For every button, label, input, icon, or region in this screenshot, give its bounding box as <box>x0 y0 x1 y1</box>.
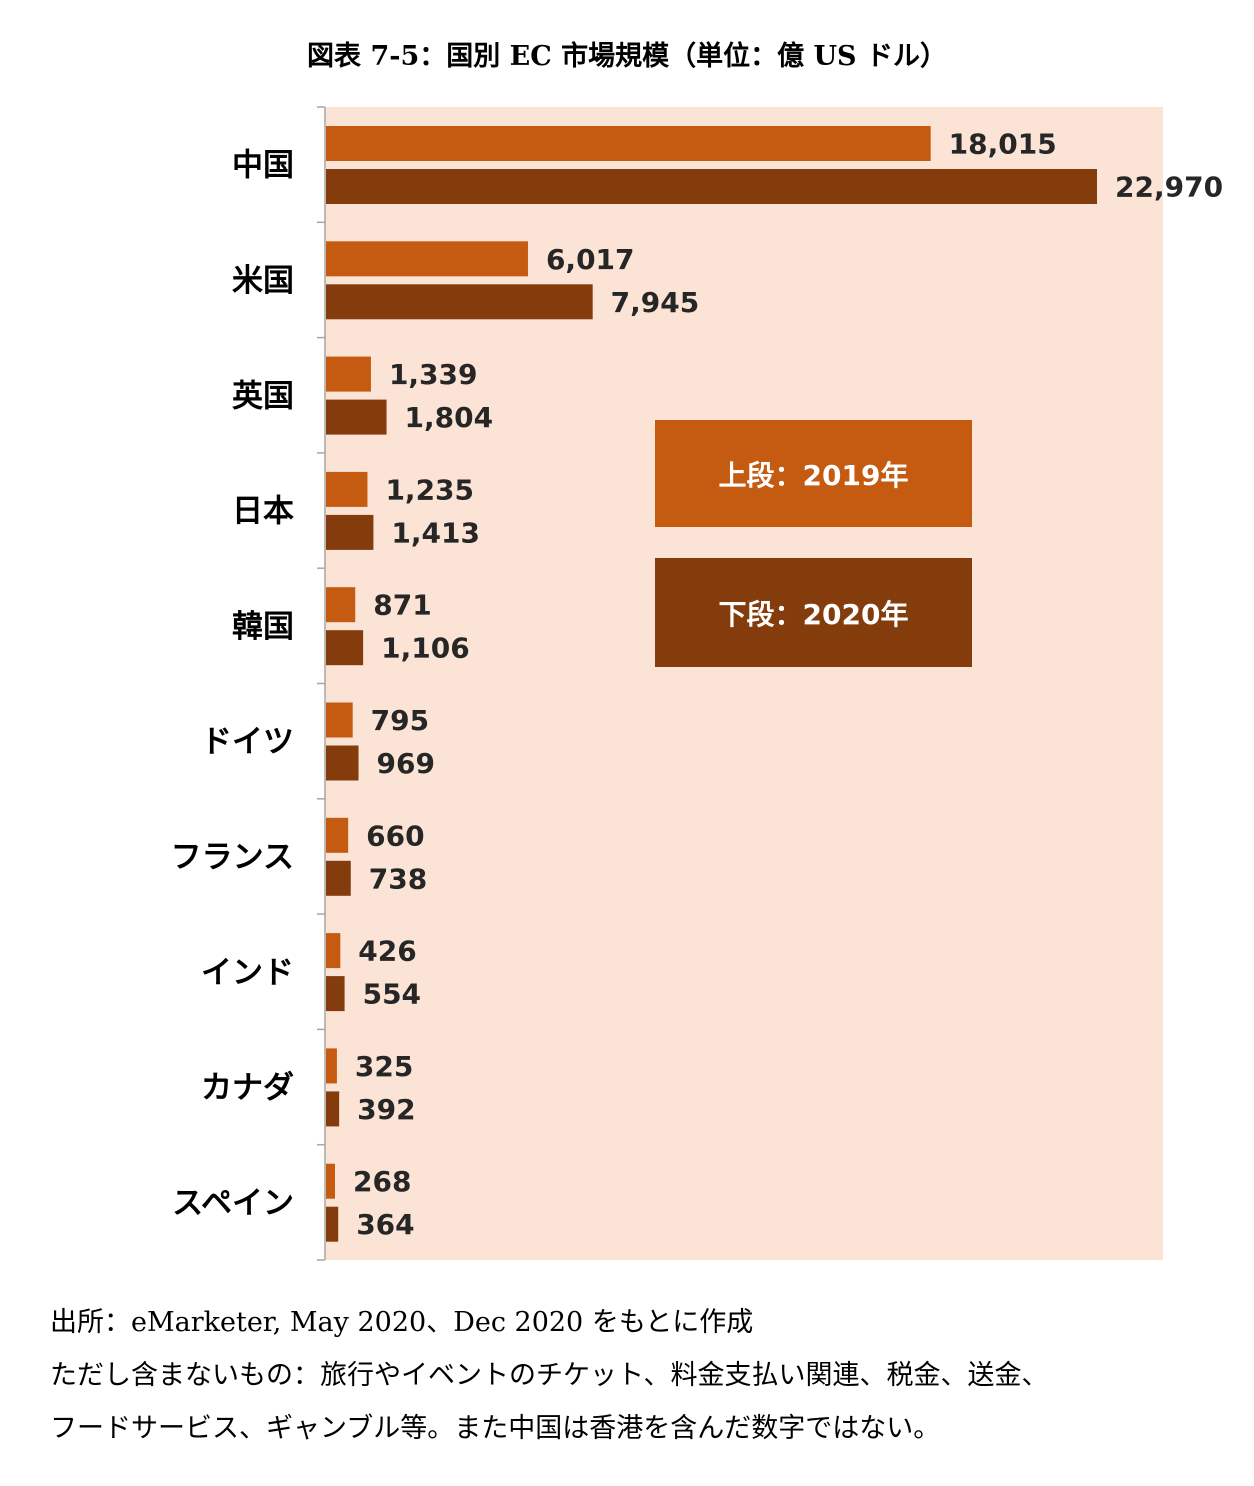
data-label-2020: 738 <box>369 862 427 895</box>
data-label-2019: 1,235 <box>385 473 474 506</box>
bar-2020 <box>326 1206 339 1242</box>
category-label: 英国 <box>232 378 294 414</box>
bar-2020 <box>326 860 351 896</box>
plot-area-background <box>325 107 1163 1260</box>
category-label: 中国 <box>232 148 294 184</box>
bar-2019 <box>326 241 528 277</box>
data-label-2020: 969 <box>377 747 435 780</box>
data-label-2019: 325 <box>355 1050 413 1083</box>
bar-2019 <box>326 1048 337 1084</box>
category-label: カナダ <box>201 1070 294 1106</box>
exclusion-note-line-1: ただし含まないもの：旅行やイベントのチケット、料金支払い関連、税金、送金、 <box>50 1360 1049 1391</box>
bar-2019 <box>326 471 368 507</box>
data-label-2019: 426 <box>358 935 416 968</box>
bar-2020 <box>326 745 359 781</box>
data-label-2020: 364 <box>356 1208 414 1241</box>
data-label-2020: 392 <box>357 1093 415 1126</box>
bar-2019 <box>326 817 349 853</box>
data-label-2020: 1,106 <box>381 632 470 665</box>
bar-2019 <box>326 1163 335 1199</box>
data-label-2019: 6,017 <box>546 243 635 276</box>
data-label-2019: 795 <box>371 704 429 737</box>
bar-2019 <box>326 587 356 623</box>
category-label: スペイン <box>172 1185 294 1221</box>
category-label: 米国 <box>232 263 294 299</box>
data-label-2019: 871 <box>373 589 431 622</box>
bar-2020 <box>326 169 1097 204</box>
category-label: ドイツ <box>201 724 294 760</box>
data-label-2020: 1,804 <box>405 401 494 434</box>
bar-2020 <box>326 399 387 435</box>
legend-2020: 下段：2020年 <box>655 558 972 667</box>
chart-title: 図表 7-5：国別 EC 市場規模（単位：億 US ドル） <box>307 41 947 72</box>
data-label-2019: 268 <box>353 1165 411 1198</box>
data-label-2020: 554 <box>363 978 421 1011</box>
data-label-2019: 18,015 <box>949 128 1057 161</box>
data-label-2020: 7,945 <box>611 286 700 319</box>
exclusion-note-line-2: フードサービス、ギャンブル等。また中国は香港を含んだ数字ではない。 <box>50 1413 941 1444</box>
category-label: フランス <box>171 839 294 875</box>
bar-2019 <box>326 702 353 738</box>
category-label: 日本 <box>232 494 294 530</box>
bar-2020 <box>326 976 345 1012</box>
bar-2019 <box>326 356 371 392</box>
bar-2020 <box>326 630 364 666</box>
data-label-2019: 660 <box>366 819 424 852</box>
bar-2019 <box>326 126 931 161</box>
data-label-2020: 22,970 <box>1115 171 1223 204</box>
data-label-2019: 1,339 <box>389 358 478 391</box>
bar-2020 <box>326 1091 340 1127</box>
bar-2019 <box>326 933 341 969</box>
data-label-2020: 1,413 <box>391 516 480 549</box>
bar-chart: 18,015 22,970 6,017 7,945 1,339 1,804 1,235 1,4… <box>171 106 1223 1261</box>
bar-2020 <box>326 514 374 550</box>
legend-2019: 上段：2019年 <box>655 420 972 527</box>
bar-2020 <box>326 284 593 320</box>
category-label: インド <box>201 955 294 991</box>
category-label: 韓国 <box>232 609 294 645</box>
source-note: 出所：eMarketer, May 2020、Dec 2020 をもとに作成 <box>50 1307 754 1338</box>
